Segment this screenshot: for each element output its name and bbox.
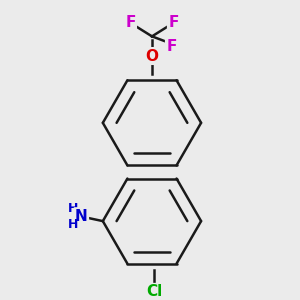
Text: O: O: [146, 49, 158, 64]
Text: F: F: [168, 15, 179, 30]
Text: N: N: [75, 209, 88, 224]
Text: F: F: [167, 39, 177, 54]
Text: F: F: [125, 15, 136, 30]
Text: Cl: Cl: [146, 284, 162, 299]
Text: H: H: [68, 202, 79, 215]
Text: H: H: [68, 218, 79, 231]
